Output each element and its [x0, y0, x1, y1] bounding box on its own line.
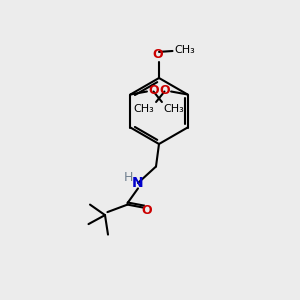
- Text: N: N: [132, 176, 144, 190]
- Text: O: O: [152, 48, 163, 61]
- Text: H: H: [124, 171, 133, 184]
- Text: CH₃: CH₃: [164, 103, 184, 113]
- Text: CH₃: CH₃: [174, 45, 195, 56]
- Text: CH₃: CH₃: [134, 103, 154, 113]
- Text: O: O: [148, 84, 159, 98]
- Text: O: O: [142, 204, 152, 217]
- Text: O: O: [159, 84, 169, 98]
